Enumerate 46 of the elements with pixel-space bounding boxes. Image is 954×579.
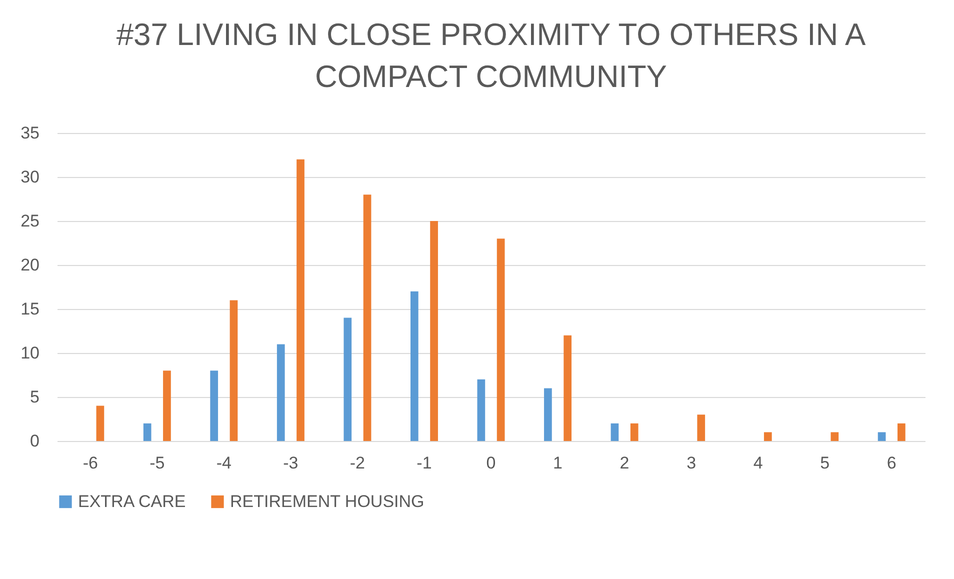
bar [296,159,304,441]
x-tick-label: 0 [486,454,496,472]
legend-label: EXTRA CARE [78,492,186,511]
bar [344,318,352,441]
y-tick-label: 0 [30,432,40,450]
y-tick-label: 30 [20,168,40,186]
x-tick-label: 2 [620,454,630,472]
bar [96,406,104,441]
x-tick-label: -4 [216,454,232,472]
x-tick-label: 1 [553,454,563,472]
bar [630,423,638,441]
bar [276,344,285,441]
y-tick-label: 20 [20,256,40,274]
bar [898,423,906,441]
x-tick-label: -3 [283,454,298,472]
bar [230,300,238,441]
y-tick-label: 35 [20,124,40,142]
x-tick-label: -2 [350,454,366,472]
bar [496,238,505,441]
bar [764,432,772,441]
chart-title: #37 LIVING IN CLOSE PROXIMITY TO OTHERS IN A COMPACT COMMUNITY [116,17,866,94]
x-tick-label: 3 [686,454,696,472]
bar [210,370,218,441]
y-tick-label: 25 [20,212,40,230]
bar [363,194,372,441]
bar [410,291,418,441]
bar [610,423,619,441]
x-tick-label: 5 [820,454,830,472]
bar [143,423,152,441]
bar [564,335,572,441]
bar [163,370,171,441]
bar [878,432,886,441]
x-tick-label: 6 [886,454,896,472]
bar [544,388,552,441]
bar [697,414,706,441]
y-tick-label: 15 [20,300,40,318]
y-tick-label: 10 [20,344,40,362]
x-tick-label: -6 [82,454,98,472]
x-tick-label: -1 [416,454,432,472]
bar [477,379,486,441]
legend-label: RETIREMENT HOUSING [230,492,424,511]
bar [430,221,438,441]
x-tick-label: -5 [150,454,165,472]
bar [830,432,839,441]
y-tick-label: 5 [30,388,40,406]
x-tick-label: 4 [753,454,763,472]
